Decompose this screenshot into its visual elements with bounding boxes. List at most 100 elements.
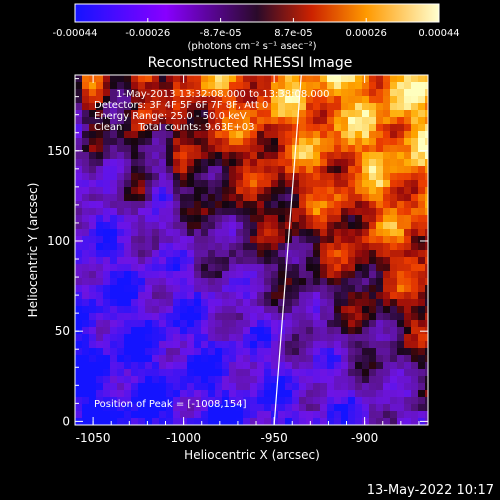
heatmap-cell — [89, 292, 97, 300]
heatmap-cell — [341, 250, 349, 258]
heatmap-cell — [103, 208, 111, 216]
heatmap-cell — [425, 152, 428, 160]
heatmap-cell — [75, 404, 83, 412]
heatmap-cell — [124, 411, 132, 419]
heatmap-cell — [110, 138, 118, 146]
heatmap-cell — [292, 306, 300, 314]
heatmap-cell — [257, 390, 265, 398]
heatmap-cell — [397, 201, 405, 209]
heatmap-cell — [243, 313, 251, 321]
heatmap-cell — [138, 138, 146, 146]
heatmap-cell — [229, 264, 237, 272]
heatmap-cell — [215, 257, 223, 265]
heatmap-cell — [173, 89, 181, 97]
heatmap-cell — [159, 222, 167, 230]
heatmap-cell — [306, 110, 314, 118]
heatmap-cell — [264, 369, 272, 377]
heatmap-cell — [327, 404, 335, 412]
heatmap-cell — [96, 285, 104, 293]
heatmap-cell — [299, 411, 307, 419]
heatmap-cell — [397, 124, 405, 132]
heatmap-cell — [383, 152, 391, 160]
heatmap-cell — [264, 180, 272, 188]
heatmap-cell — [397, 208, 405, 216]
heatmap-cell — [306, 89, 314, 97]
heatmap-cell — [320, 285, 328, 293]
heatmap-cell — [369, 145, 377, 153]
heatmap-cell — [166, 208, 174, 216]
heatmap-cell — [250, 313, 258, 321]
heatmap-cell — [222, 222, 230, 230]
heatmap-cell — [89, 355, 97, 363]
heatmap-cell — [131, 82, 139, 90]
heatmap-cell — [201, 278, 209, 286]
heatmap-cell — [425, 369, 428, 377]
heatmap-cell — [82, 264, 90, 272]
heatmap-cell — [180, 103, 188, 111]
heatmap-cell — [243, 117, 251, 125]
heatmap-cell — [362, 243, 370, 251]
heatmap-cell — [250, 180, 258, 188]
heatmap-cell — [124, 138, 132, 146]
heatmap-cell — [355, 152, 363, 160]
heatmap-cell — [243, 166, 251, 174]
heatmap-cell — [243, 180, 251, 188]
heatmap-cell — [334, 299, 342, 307]
heatmap-cell — [313, 292, 321, 300]
heatmap-cell — [89, 250, 97, 258]
heatmap-cell — [313, 418, 321, 425]
heatmap-cell — [75, 411, 83, 419]
heatmap-cell — [341, 299, 349, 307]
colorbar — [74, 3, 440, 23]
heatmap-cell — [327, 110, 335, 118]
heatmap-cell — [82, 411, 90, 419]
heatmap-cell — [208, 320, 216, 328]
heatmap-cell — [173, 271, 181, 279]
heatmap-cell — [376, 257, 384, 265]
heatmap-cell — [320, 306, 328, 314]
heatmap-cell — [348, 236, 356, 244]
heatmap-cell — [320, 390, 328, 398]
heatmap-cell — [131, 320, 139, 328]
heatmap-cell — [103, 96, 111, 104]
heatmap-cell — [124, 383, 132, 391]
heatmap-cell — [341, 124, 349, 132]
heatmap-cell — [355, 397, 363, 405]
heatmap-cell — [201, 292, 209, 300]
heatmap-cell — [187, 327, 195, 335]
heatmap-cell — [285, 215, 293, 223]
heatmap-cell — [313, 229, 321, 237]
heatmap-cell — [390, 152, 398, 160]
heatmap-cell — [376, 404, 384, 412]
heatmap-cell — [292, 110, 300, 118]
heatmap-cell — [264, 404, 272, 412]
heatmap-cell — [264, 96, 272, 104]
heatmap-cell — [348, 278, 356, 286]
heatmap-cell — [166, 285, 174, 293]
heatmap-cell — [243, 327, 251, 335]
heatmap-cell — [222, 299, 230, 307]
heatmap-cell — [82, 418, 90, 425]
heatmap-cell — [369, 376, 377, 384]
heatmap-cell — [292, 236, 300, 244]
heatmap-cell — [376, 348, 384, 356]
heatmap-cell — [397, 243, 405, 251]
heatmap-cell — [180, 215, 188, 223]
heatmap-cell — [89, 264, 97, 272]
heatmap-cell — [229, 124, 237, 132]
heatmap-cell — [180, 320, 188, 328]
heatmap-cell — [152, 243, 160, 251]
heatmap-cell — [180, 313, 188, 321]
heatmap-cell — [369, 390, 377, 398]
heatmap-cell — [138, 236, 146, 244]
heatmap-cell — [411, 75, 419, 83]
heatmap-cell — [320, 404, 328, 412]
heatmap-cell — [166, 376, 174, 384]
heatmap-cell — [250, 222, 258, 230]
heatmap-cell — [103, 362, 111, 370]
heatmap-cell — [390, 124, 398, 132]
heatmap-cell — [82, 348, 90, 356]
heatmap-cell — [278, 271, 286, 279]
heatmap-cell — [271, 271, 279, 279]
heatmap-cell — [257, 194, 265, 202]
